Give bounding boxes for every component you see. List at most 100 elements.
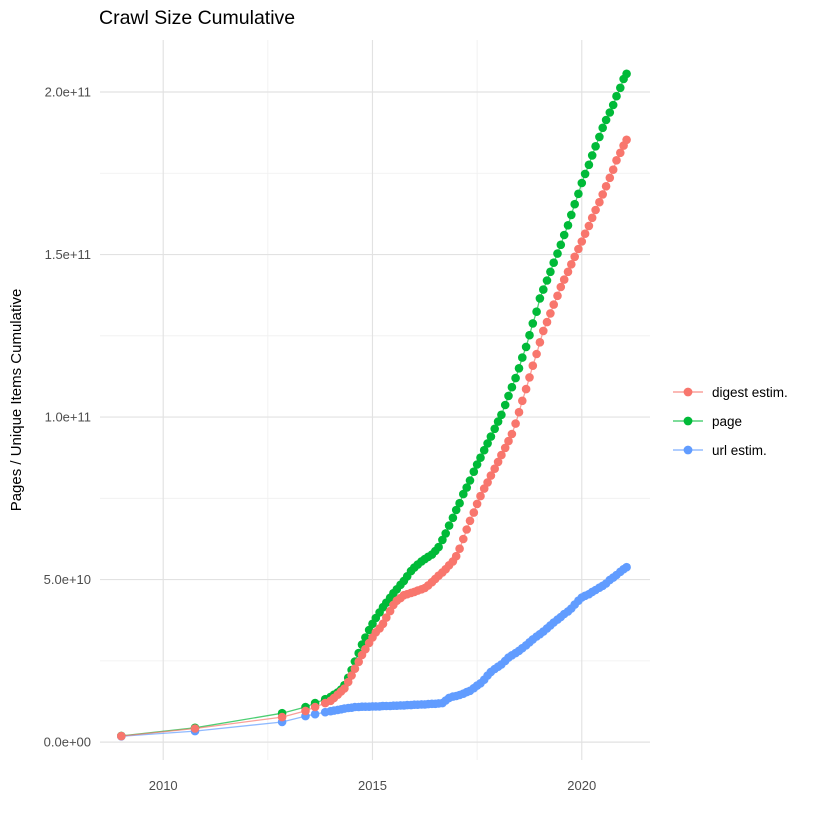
legend-key-icon — [673, 416, 703, 426]
series-line-digest-estim- — [121, 139, 628, 737]
series-point-page — [497, 410, 506, 420]
series-point-digest-estim- — [542, 317, 552, 327]
series-point-digest-estim- — [535, 338, 545, 347]
series-point-digest-estim- — [553, 291, 562, 301]
series-point-digest-estim- — [539, 326, 548, 336]
series-point-digest-estim- — [459, 534, 468, 544]
series-point-page — [570, 199, 579, 209]
series-point-page — [525, 330, 534, 340]
legend-label: url estim. — [712, 442, 767, 458]
series-point-digest-estim- — [521, 384, 531, 394]
series-point-page — [542, 276, 552, 285]
series-point-page — [549, 258, 558, 268]
series-point-digest-estim- — [584, 221, 594, 231]
series-point-digest-estim- — [301, 706, 310, 716]
series-point-page — [616, 83, 625, 93]
series-point-page — [587, 151, 597, 160]
chart-title: Crawl Size Cumulative — [99, 7, 296, 29]
series-point-digest-estim- — [462, 525, 472, 534]
series-point-digest-estim- — [190, 724, 200, 733]
series-point-page — [465, 476, 475, 485]
series-point-page — [469, 467, 479, 477]
series-point-page — [441, 529, 451, 538]
series-point-page — [448, 513, 458, 523]
series-point-page — [472, 460, 482, 469]
series-point-digest-estim- — [117, 731, 126, 741]
series-point-digest-estim- — [532, 349, 541, 359]
series-point-page — [539, 285, 548, 294]
legend-label: page — [712, 413, 743, 429]
series-point-page — [490, 424, 500, 434]
series-point-page — [514, 364, 524, 373]
series-point-digest-estim- — [497, 450, 506, 460]
series-point-page — [479, 445, 489, 455]
series-point-digest-estim- — [587, 213, 597, 223]
series-point-digest-estim- — [310, 702, 320, 712]
series-point-digest-estim- — [490, 464, 500, 474]
series-point-page — [434, 542, 443, 552]
series-point-digest-estim- — [580, 229, 590, 238]
series-point-page — [500, 400, 510, 410]
series-point-page — [574, 189, 583, 199]
series-point-digest-estim- — [511, 419, 520, 428]
series-point-digest-estim- — [528, 361, 538, 371]
series-point-page — [483, 439, 492, 448]
series-point-digest-estim- — [514, 407, 524, 417]
series-point-page — [528, 319, 538, 328]
series-point-page — [567, 210, 576, 220]
legend-item-url-estim-: url estim. — [672, 440, 788, 460]
series-point-page — [459, 489, 468, 499]
series-line-url-estim- — [121, 566, 627, 737]
y-tick-label: 1.5e+11 — [45, 247, 91, 262]
y-tick-label: 0.0e+00 — [44, 735, 91, 750]
y-tick-label: 1.0e+11 — [45, 410, 91, 425]
series-point-digest-estim- — [472, 499, 482, 509]
legend-key-icon — [673, 387, 703, 397]
series-point-page — [455, 498, 464, 508]
series-point-page — [532, 307, 541, 317]
series-point-digest-estim- — [340, 684, 349, 693]
legend-label: digest estim. — [712, 384, 788, 400]
series-point-digest-estim- — [574, 244, 583, 254]
series-point-page — [521, 342, 531, 352]
series-point-page — [612, 91, 621, 101]
series-point-digest-estim- — [382, 613, 391, 622]
series-point-page — [476, 453, 485, 463]
series-point-page — [504, 391, 513, 401]
series-point-digest-estim- — [350, 664, 360, 673]
series-point-page — [608, 100, 618, 110]
series-point-digest-estim- — [601, 182, 611, 191]
series-point-digest-estim- — [567, 260, 576, 269]
series-point-digest-estim- — [595, 197, 604, 207]
series-point-page — [595, 132, 604, 142]
y-tick-label: 5.0e+10 — [44, 572, 91, 587]
x-tick-label: 2020 — [567, 778, 596, 793]
series-point-digest-estim- — [451, 551, 461, 561]
series-point-digest-estim- — [518, 396, 527, 406]
series-point-page — [622, 69, 631, 79]
series-point-page — [601, 115, 611, 125]
series-point-page — [553, 249, 562, 258]
series-point-digest-estim- — [563, 267, 573, 277]
series-point-digest-estim- — [608, 165, 618, 174]
series-point-page — [546, 267, 555, 277]
series-point-url-estim- — [622, 562, 631, 572]
series-point-page — [598, 123, 607, 133]
series-point-digest-estim- — [486, 471, 496, 480]
series-point-page — [507, 382, 517, 392]
series-point-page — [462, 483, 472, 492]
series-point-digest-estim- — [559, 275, 569, 284]
series-point-page — [591, 142, 600, 151]
series-point-digest-estim- — [525, 373, 534, 382]
series-point-page — [535, 294, 545, 303]
y-tick-label: 2.0e+11 — [45, 85, 91, 100]
series-point-digest-estim- — [347, 671, 356, 680]
series-point-page — [438, 535, 447, 545]
legend: digest estim. page url estim. — [672, 382, 788, 460]
series-point-page — [605, 108, 615, 117]
series-point-digest-estim- — [549, 300, 558, 309]
series-point-page — [577, 178, 587, 188]
series-point-page — [511, 373, 520, 383]
series-point-page — [486, 432, 496, 441]
